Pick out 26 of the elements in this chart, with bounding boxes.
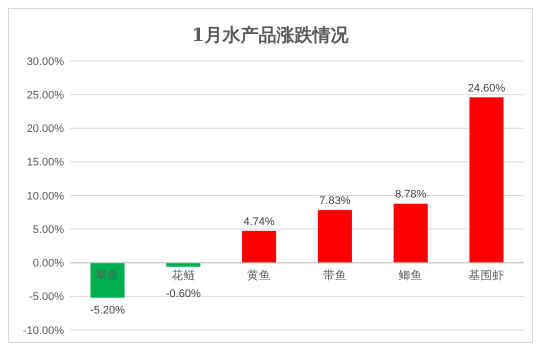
y-tick-label: -5.00% [29,291,64,304]
x-tick-label: 鲫鱼 [398,268,423,282]
data-label: -0.60% [166,288,201,300]
y-tick-label: 5.00% [32,224,64,236]
y-tick-label: 0.00% [32,258,64,270]
data-label: 7.83% [319,195,351,208]
x-tick-label: 黄鱼 [247,268,272,282]
x-tick-label: 草鱼 [96,268,120,282]
y-tick-label: 15.00% [26,156,64,169]
y-tick-label: 10.00% [26,190,64,202]
x-tick-label: 花鲢 [171,268,196,282]
bar [318,210,352,263]
data-label: -5.20% [90,304,126,317]
chart-title: 1月水产品涨跌情况 [192,25,350,46]
bar [394,204,428,263]
bar [242,230,276,263]
y-tick-label: 25.00% [26,89,64,102]
data-label: 24.60% [468,82,506,94]
data-label: 4.74% [244,216,275,228]
y-tick-label: -10.00% [23,324,64,337]
y-tick-label: 30.00% [26,56,64,68]
data-label: 8.78% [395,188,426,201]
bar [469,97,504,263]
x-tick-label: 带鱼 [322,268,347,282]
x-tick-label: 基围虾 [468,268,504,282]
y-tick-label: 20.00% [26,123,64,136]
